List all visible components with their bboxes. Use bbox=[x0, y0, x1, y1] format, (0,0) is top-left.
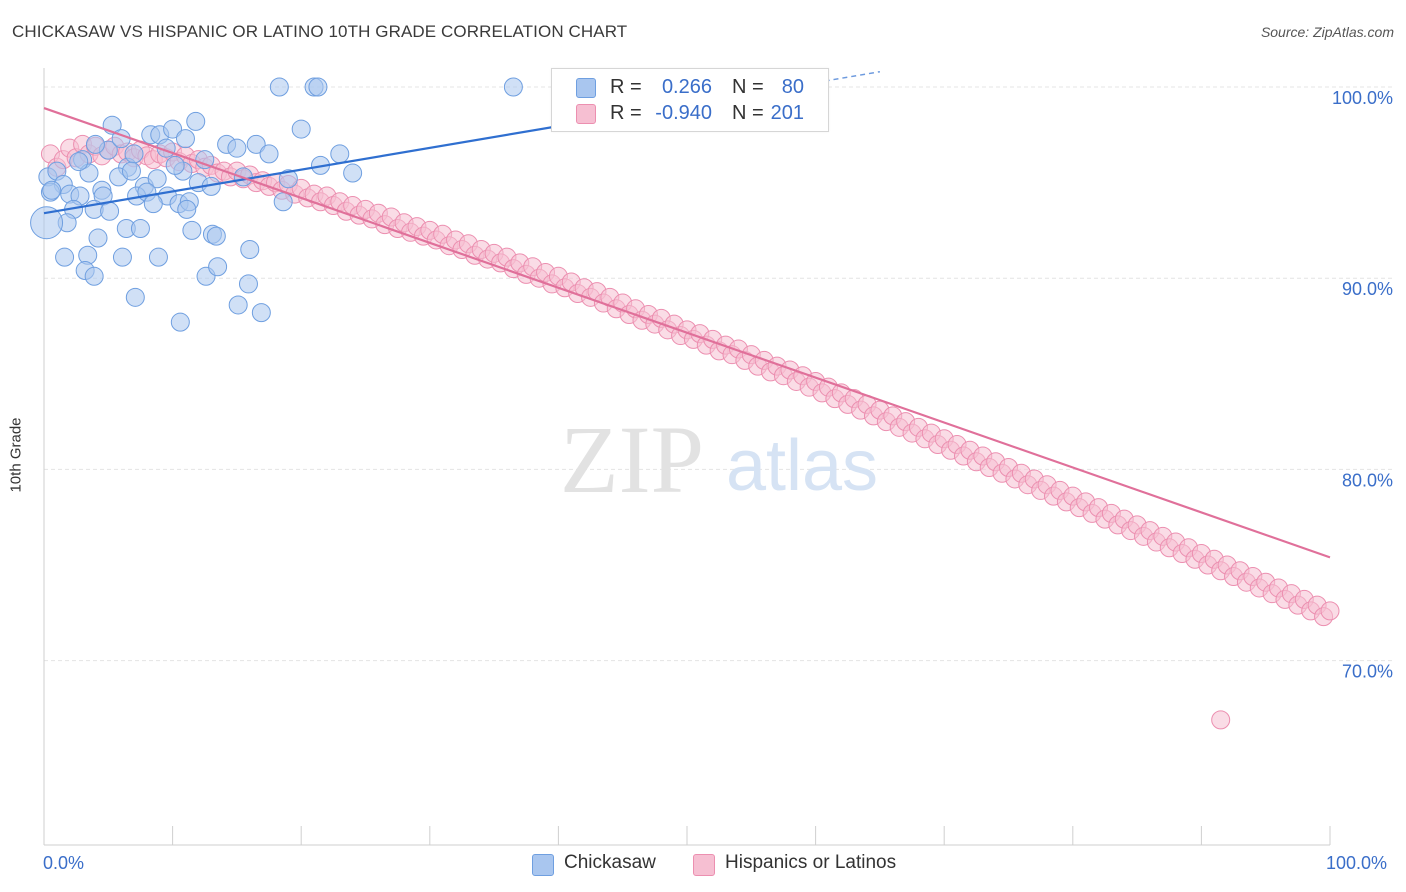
data-point-chickasaw bbox=[163, 119, 183, 139]
n-label: N = bbox=[732, 102, 764, 124]
data-point-chickasaw bbox=[55, 247, 75, 267]
data-point-chickasaw bbox=[112, 247, 132, 267]
data-point-chickasaw bbox=[147, 169, 167, 189]
data-point-chickasaw bbox=[195, 150, 215, 170]
legend-swatch-hispanics bbox=[693, 854, 715, 876]
data-point-chickasaw bbox=[278, 169, 298, 189]
data-point-chickasaw bbox=[269, 77, 289, 97]
chart-title: CHICKASAW VS HISPANIC OR LATINO 10TH GRA… bbox=[12, 22, 628, 41]
data-point-chickasaw bbox=[503, 77, 523, 97]
data-point-chickasaw bbox=[130, 218, 150, 238]
data-point-chickasaw bbox=[170, 312, 190, 332]
data-point-chickasaw bbox=[182, 220, 202, 240]
stats-legend-row-chickasaw: R = 0.266 N = 80 bbox=[552, 75, 828, 101]
x-tick-label-min: 0.0% bbox=[43, 853, 85, 873]
data-point-chickasaw bbox=[148, 247, 168, 267]
data-point-chickasaw bbox=[259, 144, 279, 164]
source-label: Source: ZipAtlas.com bbox=[1260, 24, 1394, 40]
data-point-chickasaw bbox=[238, 274, 258, 294]
data-point-hispanics bbox=[1211, 710, 1231, 730]
data-point-chickasaw bbox=[330, 144, 350, 164]
r-label: R = bbox=[610, 102, 642, 124]
y-tick-label: 100.0% bbox=[1332, 88, 1393, 108]
data-point-chickasaw bbox=[69, 152, 89, 172]
data-point-chickasaw bbox=[308, 77, 328, 97]
data-point-chickasaw bbox=[124, 144, 144, 164]
data-point-chickasaw bbox=[42, 180, 62, 200]
stats-legend: R = 0.266 N = 80 R = -0.940 N = 201 bbox=[551, 68, 829, 132]
legend-swatch-chickasaw bbox=[532, 854, 554, 876]
n-value: 80 bbox=[781, 76, 804, 98]
legend-swatch-chickasaw bbox=[576, 78, 596, 98]
data-point-chickasaw bbox=[228, 295, 248, 315]
y-tick-label: 90.0% bbox=[1342, 279, 1393, 299]
data-point-chickasaw bbox=[208, 257, 228, 277]
data-point-chickasaw bbox=[143, 194, 163, 214]
data-point-chickasaw bbox=[121, 161, 141, 181]
watermark-zip: ZIP bbox=[560, 406, 704, 513]
data-point-chickasaw bbox=[125, 287, 145, 307]
data-point-hispanics bbox=[1320, 601, 1340, 621]
data-point-chickasaw bbox=[84, 266, 104, 286]
data-point-chickasaw bbox=[30, 206, 64, 240]
data-point-chickasaw bbox=[273, 192, 293, 212]
series-chickasaw-points bbox=[30, 77, 523, 332]
data-point-chickasaw bbox=[246, 134, 266, 154]
y-tick-label: 70.0% bbox=[1342, 662, 1393, 682]
trend-line-hispanics bbox=[43, 106, 1331, 559]
watermark: ZIP atlas bbox=[560, 406, 878, 513]
data-point-chickasaw bbox=[175, 129, 195, 149]
data-point-chickasaw bbox=[227, 138, 247, 158]
y-tick-labels: 100.0% 90.0% 80.0% 70.0% bbox=[1332, 88, 1393, 682]
data-point-chickasaw bbox=[291, 119, 311, 139]
data-point-chickasaw bbox=[251, 303, 271, 323]
y-axis-label: 10th Grade bbox=[7, 417, 25, 493]
x-tick-label-max: 100.0% bbox=[1326, 853, 1388, 873]
n-value: 201 bbox=[770, 102, 804, 124]
data-point-chickasaw bbox=[240, 240, 260, 260]
y-tick-label: 80.0% bbox=[1342, 470, 1393, 490]
data-point-chickasaw bbox=[85, 134, 105, 154]
r-label: R = bbox=[610, 76, 642, 98]
data-point-chickasaw bbox=[88, 228, 108, 248]
stats-legend-row-hispanics: R = -0.940 N = 201 bbox=[552, 101, 828, 127]
trend-line-chickasaw bbox=[43, 125, 559, 215]
data-point-chickasaw bbox=[100, 201, 120, 221]
data-point-chickasaw bbox=[206, 226, 226, 246]
data-point-chickasaw bbox=[343, 163, 363, 183]
n-label: N = bbox=[732, 76, 764, 98]
legend-swatch-hispanics bbox=[576, 104, 596, 124]
legend-label-hispanics: Hispanics or Latinos bbox=[725, 852, 897, 873]
r-value: 0.266 bbox=[661, 76, 712, 98]
data-point-chickasaw bbox=[177, 199, 197, 219]
data-point-chickasaw bbox=[186, 111, 206, 131]
legend-label-chickasaw: Chickasaw bbox=[564, 852, 656, 873]
data-point-chickasaw bbox=[165, 155, 185, 175]
r-value: -0.940 bbox=[655, 102, 712, 124]
watermark-atlas: atlas bbox=[726, 426, 878, 506]
